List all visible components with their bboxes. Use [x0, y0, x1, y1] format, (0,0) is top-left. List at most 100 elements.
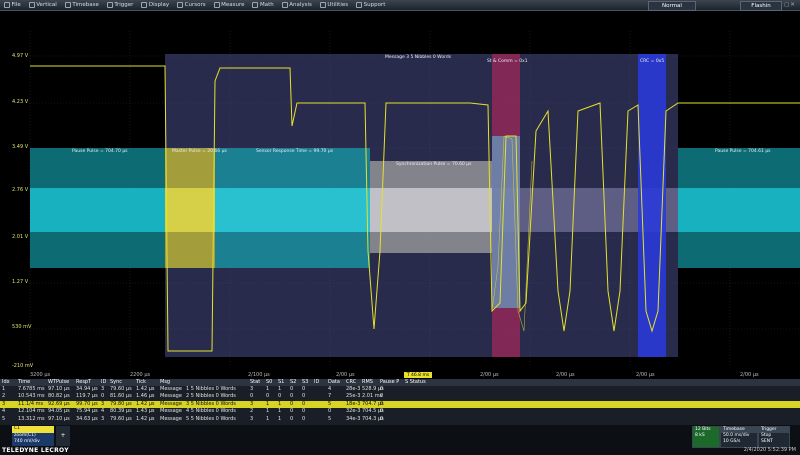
table-cell: 11.1/4 ms — [18, 400, 44, 407]
table-cell: 0 — [302, 393, 306, 400]
menu-label: Cursors — [184, 2, 206, 8]
table-cell: 1 — [266, 415, 270, 422]
menu-cursors[interactable]: Cursors — [173, 2, 209, 8]
col-header[interactable]: S Status — [405, 379, 426, 385]
col-header[interactable]: S1 — [278, 379, 285, 385]
table-cell: 5 — [2, 415, 6, 422]
acquisition-mode[interactable]: Normal — [648, 1, 696, 11]
file-icon — [4, 2, 10, 8]
timebase-descriptor[interactable]: Timebase 50.0 ms/div 10 GS/s — [720, 426, 758, 448]
table-cell: 0 — [290, 386, 294, 392]
col-header[interactable]: RMS — [362, 379, 373, 385]
support-icon — [356, 2, 363, 8]
utilities-icon — [319, 2, 326, 8]
col-header[interactable]: RespT — [76, 379, 92, 385]
table-cell: 80.82 µs — [48, 393, 70, 400]
table-row[interactable]: 5 13.312 ms 97.10 µs 34.63 µs 3 79.60 µs 1.42 … — [0, 416, 800, 423]
decode-table[interactable]: Idx Time WTPulse RespT ID Sync Tick Msg … — [0, 379, 800, 425]
table-cell: 4 — [328, 386, 332, 392]
add-math-button[interactable]: + — [56, 426, 70, 446]
col-header[interactable]: CRC — [346, 379, 357, 385]
col-header[interactable]: Stat — [250, 379, 261, 385]
table-cell: 0 — [380, 408, 384, 415]
waveform-trace — [30, 65, 800, 352]
table-cell: 4 — [2, 408, 6, 415]
table-cell: 704.3 µs — [362, 415, 384, 422]
table-cell: Message — [160, 393, 182, 400]
date-time: 2/4/2020 5:52:39 PM — [743, 447, 796, 453]
table-cell: 0 — [328, 408, 332, 415]
pause-left-annotation: Pause Pulse = 704.70 µs — [72, 149, 128, 154]
table-cell: 18e-3 — [346, 400, 361, 407]
menu-label: Support — [363, 2, 386, 8]
table-cell: 4 — [101, 408, 105, 415]
col-header[interactable]: S3 — [302, 379, 309, 385]
table-cell: 3 — [101, 400, 105, 407]
col-header[interactable]: ID — [101, 379, 107, 385]
table-cell: 3 — [250, 415, 254, 422]
window-controls[interactable]: ▢✕ — [784, 2, 796, 8]
table-cell: 2 — [250, 408, 254, 415]
table-cell: 2 5 Nibbles 0 Words — [186, 393, 236, 400]
table-cell: 75.94 µs — [76, 408, 98, 415]
table-row[interactable]: 3 11.1/4 ms 92.69 µs 99.70 µs 3 79.80 µs 1.42 … — [0, 400, 800, 409]
table-cell: 704.5 µs — [362, 408, 384, 415]
col-header[interactable]: ID — [314, 379, 320, 385]
y-label: 530 mV — [12, 324, 32, 330]
table-cell: 25e-3 — [346, 393, 361, 400]
table-cell: 1 — [278, 400, 282, 407]
trigger-marker[interactable]: T 46.8 ms — [404, 372, 432, 378]
display-icon — [141, 2, 148, 8]
table-cell: 5 — [328, 400, 332, 407]
y-label: 4.23 V — [12, 99, 29, 105]
table-cell: 1.42 µs — [136, 400, 155, 407]
menu-support[interactable]: Support — [352, 2, 389, 8]
bits-descriptor[interactable]: 12 Bits 8 kS — [692, 426, 720, 448]
menu-vertical[interactable]: Vertical — [25, 2, 61, 8]
table-cell: 97.10 µs — [48, 386, 70, 392]
col-header[interactable]: WTPulse — [48, 379, 70, 385]
table-row[interactable]: 1 7.6785 ms 97.10 µs 34.94 µs 3 79.60 µs 1.42 … — [0, 386, 800, 393]
waveform-grid[interactable]: 4.97 V 4.23 V 3.49 V 2.76 V 2.01 V 1.27 … — [0, 11, 800, 378]
col-header[interactable]: S0 — [266, 379, 273, 385]
brand-label: Flashin — [740, 1, 782, 11]
table-cell: 0 — [278, 393, 282, 400]
table-cell: Message — [160, 408, 182, 415]
x-label: 2/00 µs — [480, 372, 499, 378]
waveform-trace-secondary — [491, 135, 533, 332]
col-header[interactable]: Pause P — [380, 379, 400, 385]
table-cell: 0 — [266, 393, 270, 400]
menu-file[interactable]: File — [0, 2, 25, 8]
col-header[interactable]: Data — [328, 379, 340, 385]
menu-math[interactable]: Math — [248, 2, 277, 8]
pause-right-annotation: Pause Pulse = 704.61 µs — [715, 149, 771, 154]
table-row[interactable]: 2 10.543 ms 80.82 µs 119.7 µs 0 81.60 µs 1.46 … — [0, 393, 800, 400]
menu-trigger[interactable]: Trigger — [103, 2, 137, 8]
menu-utilities[interactable]: Utilities — [316, 2, 352, 8]
table-cell: 0 — [302, 386, 306, 392]
menu-display[interactable]: Display — [137, 2, 173, 8]
col-header[interactable]: Msg — [160, 379, 171, 385]
channel-descriptor[interactable]: C1 zoom(C1) 740 mV/div — [12, 426, 54, 446]
trigger-descriptor[interactable]: Trigger Stop SENT — [758, 426, 790, 448]
menu-measure[interactable]: Measure — [210, 2, 249, 8]
table-row[interactable]: 4 12.104 ms 94.05 µs 75.94 µs 4 80.39 µs 1.43 … — [0, 408, 800, 415]
col-header[interactable]: S2 — [290, 379, 297, 385]
table-cell: 99.70 µs — [76, 400, 98, 407]
col-header[interactable]: Sync — [110, 379, 123, 385]
sensor-annotation: Sensor Response Time = 99.70 µs — [256, 149, 334, 154]
menu-timebase[interactable]: Timebase — [61, 2, 103, 8]
table-cell: 0 — [290, 400, 294, 407]
menu-label: File — [11, 2, 21, 8]
table-cell: Message — [160, 400, 182, 407]
table-cell: 7.6785 ms — [18, 386, 45, 392]
table-cell: 3 — [250, 386, 254, 392]
master-annotation: Master Pulse = 20.66 µs — [172, 149, 227, 154]
x-label: 2/00 µs — [636, 372, 655, 378]
col-header[interactable]: Time — [18, 379, 31, 385]
table-cell: 79.80 µs — [110, 400, 132, 407]
menu-analysis[interactable]: Analysis — [278, 2, 316, 8]
col-header[interactable]: Idx — [2, 379, 10, 385]
y-label: 3.49 V — [12, 144, 29, 150]
col-header[interactable]: Tick — [136, 379, 146, 385]
